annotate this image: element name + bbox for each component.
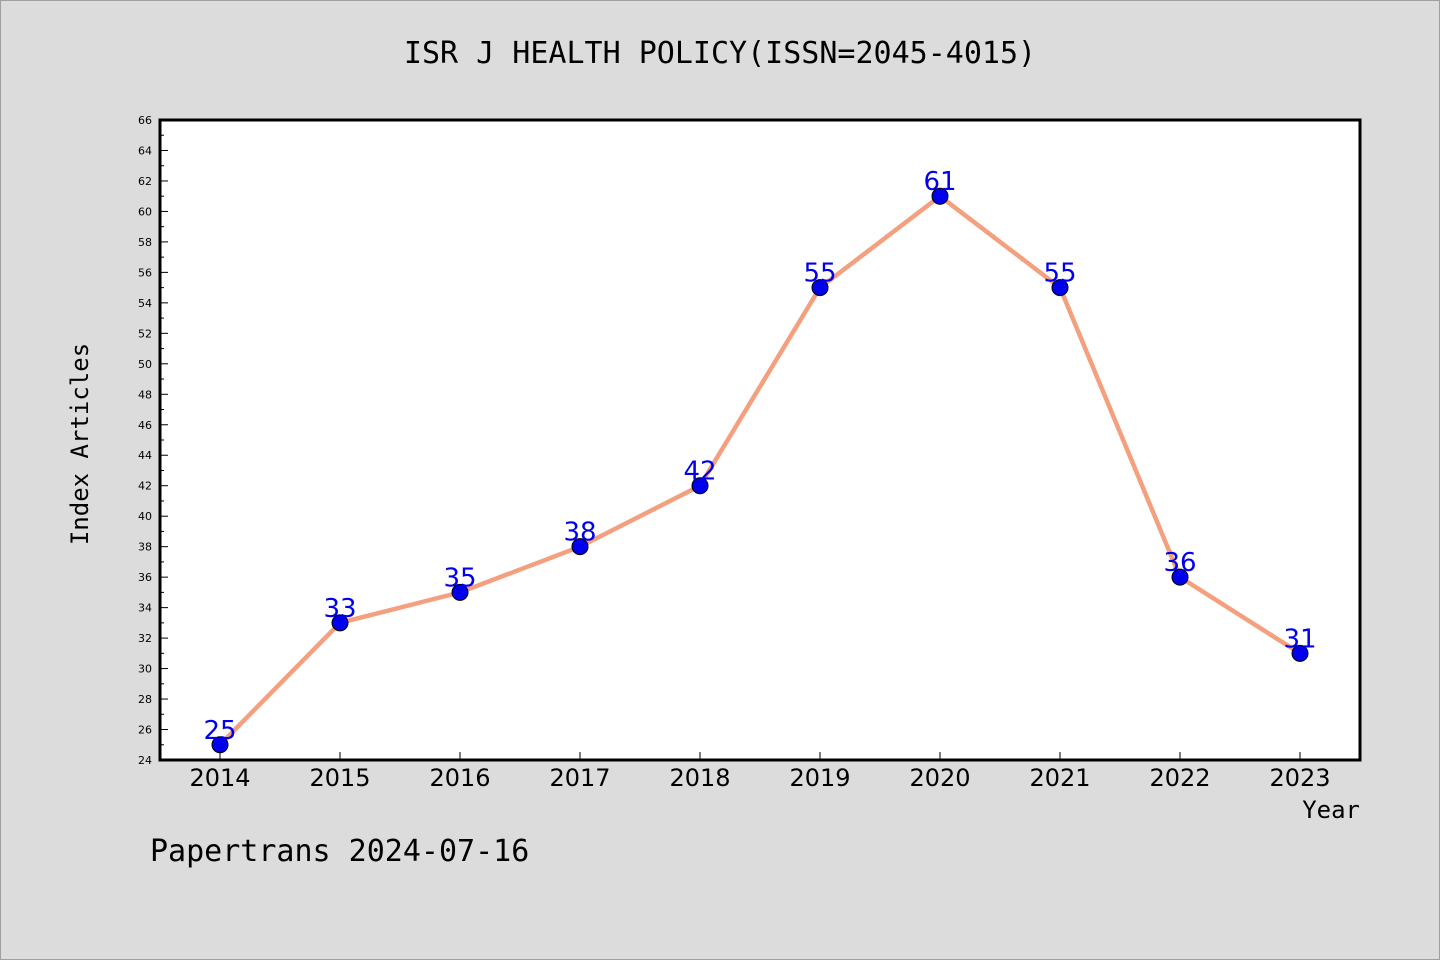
x-tick-label: 2019 <box>789 764 850 792</box>
x-tick-label: 2015 <box>309 764 370 792</box>
y-tick-label: 26 <box>138 724 152 737</box>
data-point <box>1291 644 1309 662</box>
y-tick-label: 36 <box>138 571 152 584</box>
data-point <box>1171 568 1189 586</box>
x-tick-label: 2020 <box>909 764 970 792</box>
data-point <box>331 614 349 632</box>
data-label: 25 <box>203 716 236 746</box>
y-tick-label: 56 <box>138 266 152 279</box>
data-label: 61 <box>923 167 956 197</box>
plot-area <box>160 120 1360 760</box>
x-tick-label: 2023 <box>1269 764 1330 792</box>
y-tick-label: 62 <box>138 175 152 188</box>
x-tick-label: 2014 <box>189 764 250 792</box>
data-label: 36 <box>1163 548 1196 578</box>
data-point <box>811 279 829 297</box>
y-tick-label: 46 <box>138 419 152 432</box>
x-tick-label: 2017 <box>549 764 610 792</box>
y-tick-label: 50 <box>138 358 152 371</box>
y-axis-label: Index Articles <box>66 342 94 546</box>
y-tick-label: 60 <box>138 205 152 218</box>
x-tick-label: 2021 <box>1029 764 1090 792</box>
data-point <box>571 538 589 556</box>
x-tick-label: 2016 <box>429 764 490 792</box>
footer-note: Papertrans 2024-07-16 <box>150 834 530 869</box>
y-tick-label: 30 <box>138 663 152 676</box>
x-tick-label: 2018 <box>669 764 730 792</box>
y-tick-label: 54 <box>138 297 152 310</box>
y-tick-label: 52 <box>138 327 152 340</box>
data-point <box>931 187 949 205</box>
y-tick-label: 42 <box>138 480 152 493</box>
data-label: 38 <box>563 518 596 548</box>
data-label: 42 <box>683 457 716 487</box>
plot-border <box>158 118 1362 762</box>
data-point <box>451 583 469 601</box>
y-tick-label: 38 <box>138 541 152 554</box>
y-tick-label: 44 <box>138 449 152 462</box>
y-tick-label: 24 <box>138 754 152 767</box>
data-point <box>691 477 709 495</box>
y-tick-label: 66 <box>138 114 152 127</box>
data-label: 55 <box>803 259 836 289</box>
data-point <box>211 736 229 754</box>
y-tick-label: 58 <box>138 236 152 249</box>
chart-title: ISR J HEALTH POLICY(ISSN=2045-4015) <box>403 36 1037 71</box>
data-label: 33 <box>323 594 356 624</box>
y-tick-label: 28 <box>138 693 152 706</box>
y-tick-label: 64 <box>138 144 152 157</box>
y-tick-label: 34 <box>138 602 152 615</box>
x-tick-label: 2022 <box>1149 764 1210 792</box>
y-tick-label: 48 <box>138 388 152 401</box>
y-tick-label: 40 <box>138 510 152 523</box>
series-line <box>217 193 1303 748</box>
x-axis-label: Year <box>1302 796 1360 824</box>
data-label: 55 <box>1043 259 1076 289</box>
data-point <box>1051 279 1069 297</box>
data-label: 35 <box>443 563 476 593</box>
y-tick-label: 32 <box>138 632 152 645</box>
data-label: 31 <box>1283 624 1316 654</box>
